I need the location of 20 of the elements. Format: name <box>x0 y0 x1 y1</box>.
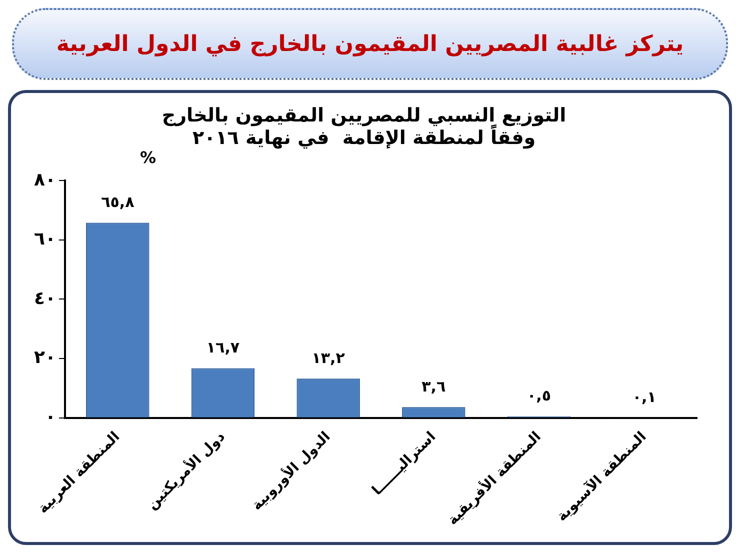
x-tick-label: المنطقة الآسيوية <box>553 428 650 525</box>
y-tick-label: ٢٠ <box>34 347 56 368</box>
y-tick-label: ٨٠ <box>34 169 56 190</box>
data-label: ١٦,٧ <box>206 338 240 357</box>
y-tick-label: ٦٠ <box>34 228 56 250</box>
data-label: ٣,٦ <box>422 378 446 396</box>
data-label: ٦٥,٨ <box>101 193 134 212</box>
x-tick-label: الدول الأوروبية <box>247 427 334 514</box>
x-tick-label: استراليــــــا <box>369 428 440 499</box>
y-tick-label: ٤٠ <box>34 288 56 309</box>
y-tick-label: ٠ <box>44 406 56 428</box>
data-label: ٠,٥ <box>526 386 551 405</box>
y-axis-title: % <box>140 148 156 167</box>
data-label: ٠,١ <box>632 388 656 406</box>
x-tick-label: المنطقة العربية <box>35 428 124 517</box>
chart-subtitle: التوزيع النسبي للمصريين المقيمون بالخارج وفقاً لمنطقة الإقامة في نهاية ٢٠١٦ <box>162 104 566 150</box>
x-tick-label: دول الأمريكتين <box>142 427 228 513</box>
x-tick-label: المنطقة الأفريقية <box>443 427 544 528</box>
chart-title: يتركز غالبية المصريين المقيمون بالخارج في الدول العربية <box>56 32 684 56</box>
data-label: ١٣,٢ <box>312 349 345 368</box>
